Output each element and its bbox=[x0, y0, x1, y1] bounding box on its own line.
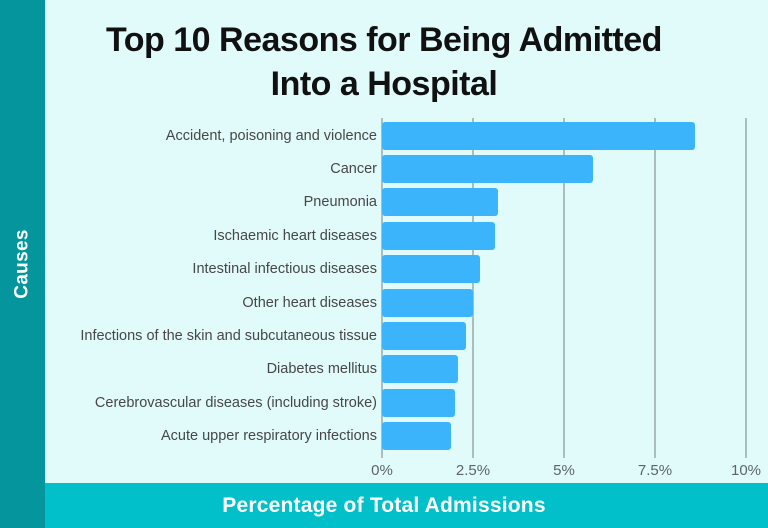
bar-track bbox=[382, 155, 746, 184]
bar-track bbox=[382, 288, 746, 317]
x-tick-label: 2.5% bbox=[455, 462, 491, 479]
bar-row: Diabetes mellitus bbox=[45, 353, 746, 386]
x-tick-label: 7.5% bbox=[637, 462, 673, 479]
gridline bbox=[563, 118, 565, 458]
bar-track bbox=[382, 188, 746, 217]
bar bbox=[382, 255, 481, 284]
category-label: Cancer bbox=[330, 161, 377, 178]
bar-row: Pneumonia bbox=[45, 186, 746, 219]
chart-title: Top 10 Reasons for Being Admitted Into a… bbox=[0, 18, 768, 106]
bar bbox=[382, 355, 459, 384]
bar bbox=[382, 388, 455, 417]
bar bbox=[382, 221, 495, 250]
bar-track bbox=[382, 388, 746, 417]
gridline bbox=[745, 118, 747, 458]
bar-row: Infections of the skin and subcutaneous … bbox=[45, 319, 746, 352]
category-label: Intestinal infectious diseases bbox=[192, 261, 377, 278]
bar-row: Cancer bbox=[45, 152, 746, 185]
bar-row: Accident, poisoning and violence bbox=[45, 119, 746, 152]
category-label: Infections of the skin and subcutaneous … bbox=[80, 328, 377, 345]
bar-chart: Accident, poisoning and violence Cancer Pn… bbox=[45, 118, 768, 483]
x-axis-ticks: 0% 2.5% 5% 7.5% 10% bbox=[371, 462, 761, 482]
bar bbox=[382, 155, 594, 184]
bar-row: Ischaemic heart diseases bbox=[45, 219, 746, 252]
category-label: Acute upper respiratory infections bbox=[161, 428, 377, 445]
bar bbox=[382, 121, 696, 150]
category-label: Pneumonia bbox=[303, 194, 377, 211]
bar-track bbox=[382, 422, 746, 451]
bar bbox=[382, 322, 466, 351]
y-axis-title: Causes bbox=[11, 229, 33, 299]
bar-track bbox=[382, 121, 746, 150]
bar-row: Acute upper respiratory infections bbox=[45, 420, 746, 453]
x-tick-label: 5% bbox=[553, 462, 575, 479]
bar-row: Intestinal infectious diseases bbox=[45, 253, 746, 286]
bar-track bbox=[382, 221, 746, 250]
gridline bbox=[381, 118, 383, 458]
bar-track bbox=[382, 322, 746, 351]
bar bbox=[382, 288, 473, 317]
y-axis-band: Causes bbox=[0, 0, 45, 528]
bar-row: Other heart diseases bbox=[45, 286, 746, 319]
x-axis-band: Percentage of Total Admissions bbox=[0, 483, 768, 528]
category-label: Other heart diseases bbox=[242, 294, 377, 311]
category-label: Cerebrovascular diseases (including stro… bbox=[94, 394, 377, 411]
category-label: Ischaemic heart diseases bbox=[213, 227, 377, 244]
category-label: Accident, poisoning and violence bbox=[165, 127, 377, 144]
bar-row: Cerebrovascular diseases (including stro… bbox=[45, 386, 746, 419]
gridline bbox=[654, 118, 656, 458]
gridlines bbox=[381, 118, 747, 458]
bar bbox=[382, 422, 452, 451]
category-label: Diabetes mellitus bbox=[266, 361, 377, 378]
bar bbox=[382, 188, 499, 217]
x-tick-label: 0% bbox=[371, 462, 393, 479]
x-axis-title: Percentage of Total Admissions bbox=[222, 493, 546, 517]
gridline bbox=[472, 118, 474, 458]
x-tick-label: 10% bbox=[730, 462, 762, 479]
bar-track bbox=[382, 355, 746, 384]
chart-title-line-1: Top 10 Reasons for Being Admitted bbox=[106, 21, 662, 59]
bar-track bbox=[382, 255, 746, 284]
bar-rows: Accident, poisoning and violence Cancer Pn… bbox=[45, 119, 746, 453]
chart-title-line-2: Into a Hospital bbox=[270, 65, 498, 103]
